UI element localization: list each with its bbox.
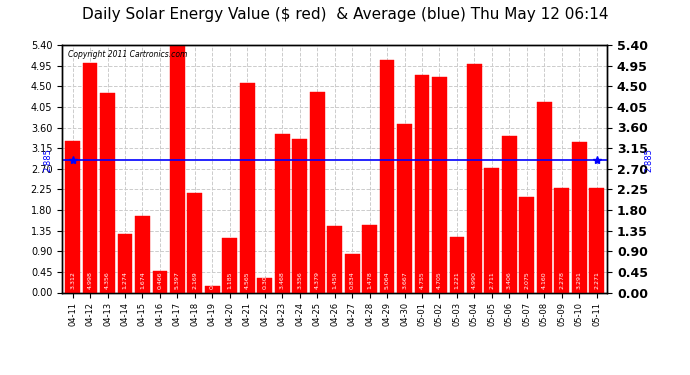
Text: 1.450: 1.450 (332, 271, 337, 289)
Text: 3.667: 3.667 (402, 271, 407, 289)
Bar (257, 278, 272, 292)
Bar (135, 216, 150, 292)
Bar (275, 134, 290, 292)
Bar (362, 225, 377, 292)
Text: Copyright 2011 Cartronics.com: Copyright 2011 Cartronics.com (68, 50, 187, 59)
Bar (293, 139, 307, 292)
Text: 3.356: 3.356 (297, 271, 302, 289)
Text: 5.064: 5.064 (384, 271, 390, 289)
Text: Daily Solar Energy Value ($ red)  & Average (blue) Thu May 12 06:14: Daily Solar Energy Value ($ red) & Avera… (81, 8, 609, 22)
Bar (152, 271, 168, 292)
Text: 3.406: 3.406 (507, 271, 512, 289)
Text: 4.705: 4.705 (437, 271, 442, 289)
Bar (327, 226, 342, 292)
Bar (484, 168, 500, 292)
Bar (537, 102, 552, 292)
Text: 2.075: 2.075 (524, 271, 529, 289)
Text: 1.221: 1.221 (455, 271, 460, 289)
Bar (520, 197, 534, 292)
Text: 1.274: 1.274 (123, 271, 128, 289)
Bar (117, 234, 132, 292)
Text: 1.185: 1.185 (227, 272, 233, 289)
Bar (380, 60, 395, 292)
Text: 4.755: 4.755 (420, 271, 424, 289)
Bar (240, 83, 255, 292)
Bar (222, 238, 237, 292)
Text: 3.312: 3.312 (70, 271, 75, 289)
Text: 0.834: 0.834 (350, 271, 355, 289)
Bar (205, 286, 220, 292)
Bar (589, 188, 604, 292)
Bar (345, 254, 359, 292)
Bar (397, 124, 412, 292)
Bar (415, 75, 429, 292)
Text: 1.478: 1.478 (367, 271, 372, 289)
Text: 2.885: 2.885 (43, 148, 52, 172)
Text: 5.397: 5.397 (175, 271, 180, 289)
Text: 0.307: 0.307 (262, 271, 267, 289)
Text: 3.291: 3.291 (577, 271, 582, 289)
Bar (310, 92, 324, 292)
Bar (449, 237, 464, 292)
Text: 4.160: 4.160 (542, 271, 546, 289)
Text: 1.674: 1.674 (140, 271, 145, 289)
Text: 4.998: 4.998 (88, 271, 92, 289)
Text: 4.356: 4.356 (105, 271, 110, 289)
Bar (100, 93, 115, 292)
Bar (467, 64, 482, 292)
Bar (502, 136, 517, 292)
Text: 0.466: 0.466 (157, 271, 162, 289)
Bar (554, 188, 569, 292)
Text: 0.136: 0.136 (210, 271, 215, 289)
Text: 2.271: 2.271 (594, 271, 599, 289)
Text: 2.278: 2.278 (560, 271, 564, 289)
Text: 4.990: 4.990 (472, 271, 477, 289)
Text: 3.468: 3.468 (279, 271, 285, 289)
Bar (432, 77, 447, 292)
Text: 4.565: 4.565 (245, 271, 250, 289)
Bar (188, 193, 202, 292)
Text: 4.379: 4.379 (315, 271, 319, 289)
Bar (83, 63, 97, 292)
Text: 2.885: 2.885 (644, 148, 653, 172)
Bar (572, 142, 586, 292)
Text: 2.169: 2.169 (193, 271, 197, 289)
Text: 2.711: 2.711 (489, 271, 495, 289)
Bar (65, 141, 80, 292)
Bar (170, 45, 185, 292)
